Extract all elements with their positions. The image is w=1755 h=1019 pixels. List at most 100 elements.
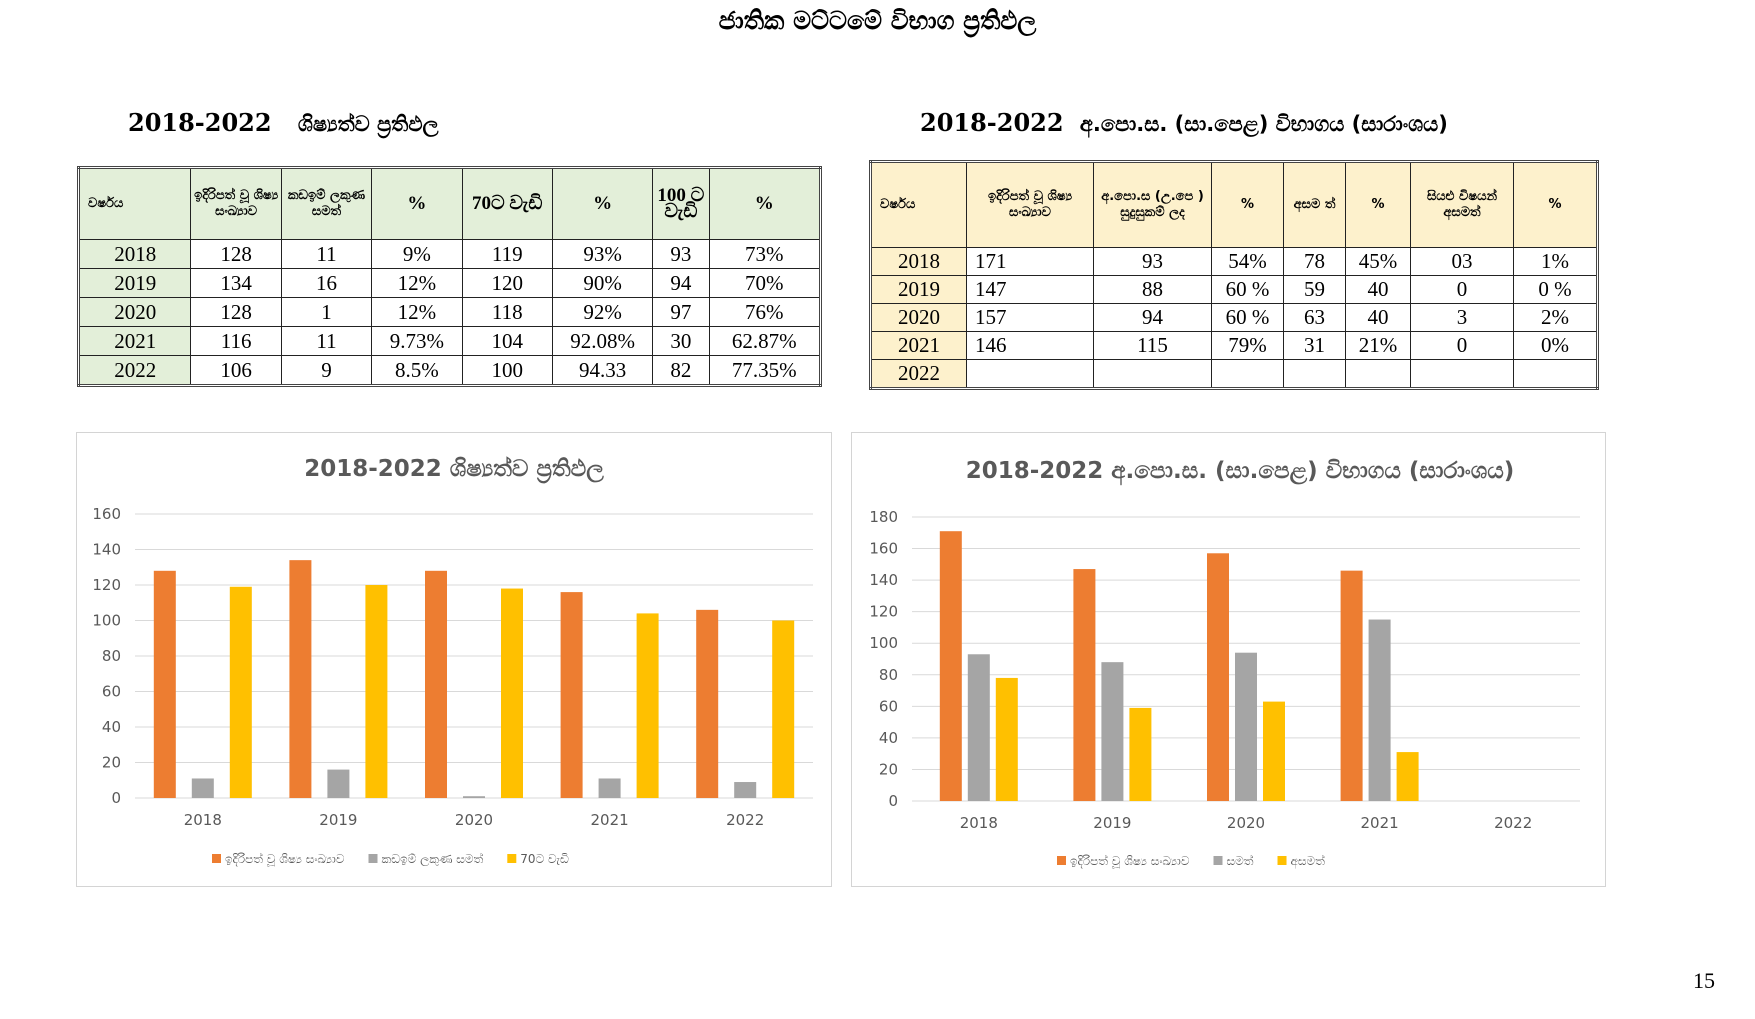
header-cell: ඉදිරිපත් වූ ශිෂ්‍ය සංඛ්‍යාව bbox=[966, 161, 1094, 248]
table-cell: 03 bbox=[1410, 247, 1514, 276]
header-cell: අසම ත් bbox=[1283, 161, 1346, 248]
table-cell: 9% bbox=[371, 239, 463, 269]
table-cell: 88 bbox=[1093, 275, 1212, 304]
bar bbox=[1368, 619, 1391, 801]
header-cell: අ.පො.ස (උ.පෙ ) සුදුසුකම් ලද bbox=[1093, 161, 1212, 248]
legend-label: කඩඉම් ලකුණ සමත් bbox=[382, 852, 484, 867]
table-cell: 77.35% bbox=[708, 355, 821, 386]
table-cell: 9.73% bbox=[371, 326, 463, 356]
table-cell: 2019 bbox=[870, 275, 967, 304]
bar bbox=[289, 560, 312, 798]
table-cell: 60 % bbox=[1211, 275, 1284, 304]
table-cell: 1 bbox=[280, 297, 373, 327]
table-cell: 12% bbox=[371, 268, 463, 298]
table-cell: 0 bbox=[1410, 275, 1514, 304]
table-cell: 147 bbox=[966, 275, 1094, 304]
x-tick-label: 2018 bbox=[184, 811, 222, 829]
table-cell: 60 % bbox=[1211, 303, 1284, 332]
section1-title: 2018-2022 ශිෂ්‍යත්ව ප්‍රතිඵල bbox=[128, 108, 439, 137]
table-row: 2021 116 11 9.73% 104 92.08% 30 62.87% bbox=[77, 326, 821, 356]
table-row: 2021 146 115 79% 31 21% 0 0% bbox=[870, 331, 1598, 360]
y-tick-label: 40 bbox=[102, 718, 121, 736]
table-cell: 146 bbox=[966, 331, 1094, 360]
y-tick-label: 20 bbox=[879, 760, 898, 778]
header-cell: ඉදිරිපත් වූ ශිෂ්‍ය සංඛ්‍යාව bbox=[190, 167, 282, 240]
table-cell: 106 bbox=[190, 355, 282, 386]
header-cell: කඩඉම් ලකුණ සමත් bbox=[280, 167, 373, 240]
table-cell: 2018 bbox=[77, 239, 192, 269]
bar bbox=[772, 620, 795, 798]
table-row: 2019 134 16 12% 120 90% 94 70% bbox=[77, 268, 821, 298]
y-tick-label: 160 bbox=[869, 540, 898, 558]
y-tick-label: 180 bbox=[869, 508, 898, 526]
legend-label: 70ට වැඩි bbox=[520, 852, 569, 866]
table-cell: 54% bbox=[1211, 247, 1284, 276]
x-tick-label: 2018 bbox=[960, 814, 998, 832]
table-cell: 62.87% bbox=[708, 326, 821, 356]
x-tick-label: 2021 bbox=[591, 811, 629, 829]
bar bbox=[463, 796, 485, 798]
y-tick-label: 120 bbox=[92, 576, 121, 594]
table-cell: 73% bbox=[708, 239, 821, 269]
x-tick-label: 2019 bbox=[319, 811, 357, 829]
bar bbox=[1340, 570, 1363, 801]
table-cell: 9 bbox=[280, 355, 373, 386]
bar bbox=[153, 570, 176, 798]
x-tick-label: 2022 bbox=[726, 811, 764, 829]
table-cell: 115 bbox=[1093, 331, 1212, 360]
table-cell bbox=[1211, 359, 1284, 389]
ol-exam-chart: 2018-2022 අ.පො.ස. (සා.පෙළ) විභාගය (සාරාං… bbox=[851, 432, 1606, 887]
table-cell: 104 bbox=[461, 326, 553, 356]
table-cell bbox=[966, 359, 1094, 389]
bar bbox=[1263, 701, 1285, 801]
legend-label: ඉදිරිපත් වූ ශිෂ්‍ය සංඛ්‍යාව bbox=[1070, 854, 1190, 869]
table-header-row: වර්ෂය ඉදිරිපත් වූ ශිෂ්‍ය සංඛ්‍යාව කඩඉම් … bbox=[77, 167, 821, 240]
bar bbox=[696, 609, 719, 798]
table-cell: 93 bbox=[652, 239, 710, 269]
scholarship-chart: 2018-2022 ශිෂ්‍යත්ව ප්‍රතිඵල 0 20 40 60 80 100… bbox=[76, 432, 832, 887]
chart-title: 2018-2022 අ.පො.ස. (සා.පෙළ) විභාගය (සාරාං… bbox=[966, 458, 1515, 486]
table-cell: 2020 bbox=[77, 297, 192, 327]
table-cell: 40 bbox=[1345, 275, 1411, 304]
table-cell: 82 bbox=[652, 355, 710, 386]
legend-swatch bbox=[1277, 856, 1287, 865]
bar bbox=[1129, 707, 1152, 801]
scholarship-results-table: වර්ෂය ඉදිරිපත් වූ ශිෂ්‍ය සංඛ්‍යාව කඩඉම් … bbox=[77, 166, 822, 387]
table-row: 2022 106 9 8.5% 100 94.33 82 77.35% bbox=[77, 355, 821, 386]
ol-exam-summary-table: වර්ෂය ඉදිරිපත් වූ ශිෂ්‍ය සංඛ්‍යාව අ.පො.ස… bbox=[869, 160, 1599, 390]
bar bbox=[1396, 752, 1419, 801]
table-cell: 12% bbox=[371, 297, 463, 327]
table-cell: 128 bbox=[190, 239, 282, 269]
table-cell bbox=[1093, 359, 1212, 389]
scholarship-chart-svg: 2018-2022 ශිෂ්‍යත්ව ප්‍රතිඵල 0 20 40 60 80 100… bbox=[92, 456, 813, 867]
table-row: 2020 128 1 12% 118 92% 97 76% bbox=[77, 297, 821, 327]
bar bbox=[229, 586, 252, 798]
table-cell: 92.08% bbox=[551, 326, 654, 356]
x-tick-label: 2021 bbox=[1361, 814, 1399, 832]
table-cell: 90% bbox=[551, 268, 654, 298]
table-cell: 11 bbox=[280, 326, 373, 356]
y-tick-label: 60 bbox=[102, 683, 121, 701]
section1-title-year: 2018-2022 bbox=[128, 108, 272, 137]
bar bbox=[598, 778, 621, 798]
table-cell bbox=[1410, 359, 1514, 389]
legend-swatch bbox=[212, 854, 221, 863]
y-tick-label: 0 bbox=[111, 789, 121, 807]
legend-label: අසමත් bbox=[1291, 854, 1326, 869]
table-cell: 45% bbox=[1345, 247, 1411, 276]
y-tick-label: 100 bbox=[869, 634, 898, 652]
table-cell: 97 bbox=[652, 297, 710, 327]
bar bbox=[191, 778, 214, 798]
table-cell: 31 bbox=[1283, 331, 1346, 360]
table-cell: 2019 bbox=[77, 268, 192, 298]
y-tick-label: 20 bbox=[102, 754, 121, 772]
bar bbox=[995, 677, 1018, 801]
table-cell: 2022 bbox=[870, 359, 967, 389]
y-tick-label: 40 bbox=[879, 729, 898, 747]
table-cell: 2018 bbox=[870, 247, 967, 276]
table-cell: 94.33 bbox=[551, 355, 654, 386]
x-tick-label: 2019 bbox=[1093, 814, 1131, 832]
table-cell: 70% bbox=[708, 268, 821, 298]
table-cell: 79% bbox=[1211, 331, 1284, 360]
y-tick-label: 160 bbox=[92, 505, 121, 523]
